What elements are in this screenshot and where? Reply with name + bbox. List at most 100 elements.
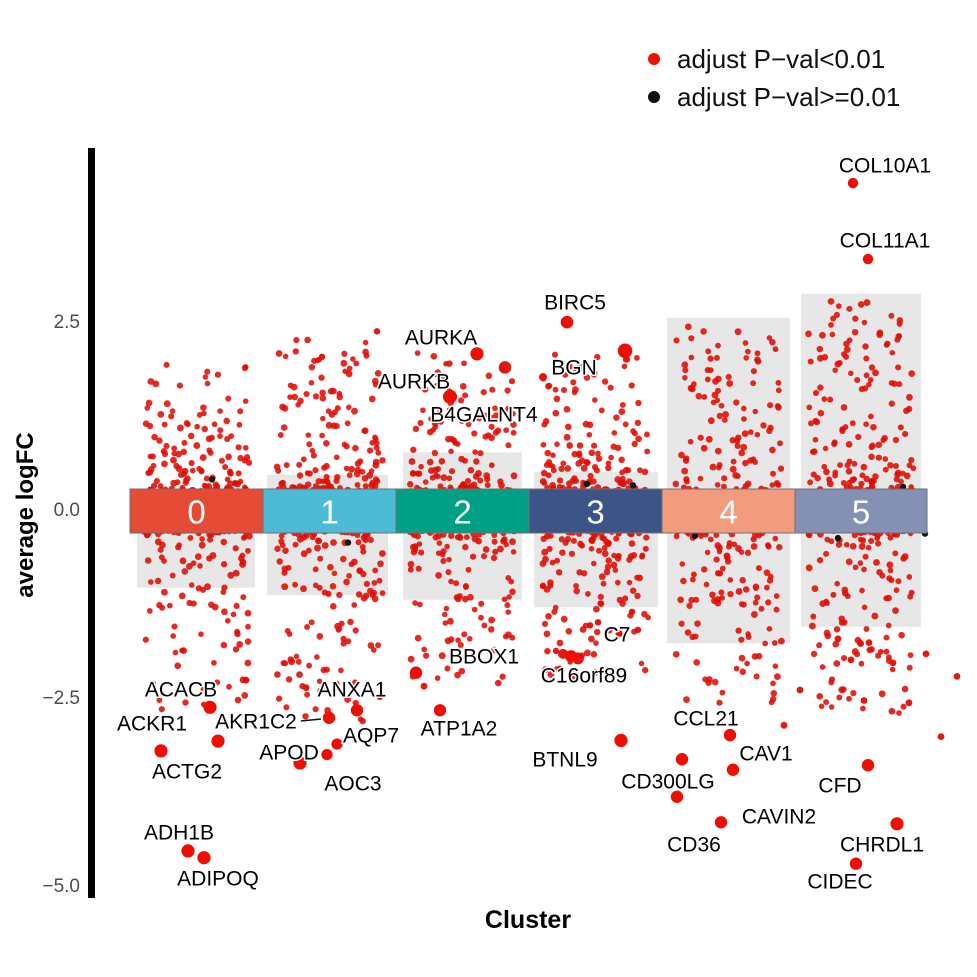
data-point xyxy=(508,378,516,385)
data-point xyxy=(593,467,600,474)
data-point xyxy=(285,676,293,683)
data-point xyxy=(181,439,188,446)
data-point xyxy=(178,592,186,600)
gene-label-COL11A1: COL11A1 xyxy=(840,230,931,253)
data-point xyxy=(544,449,551,457)
data-point xyxy=(446,360,453,367)
data-point xyxy=(593,640,599,646)
data-point xyxy=(555,569,563,576)
data-point xyxy=(491,532,498,539)
data-point xyxy=(597,593,604,601)
data-point xyxy=(872,473,879,480)
y-tick-neg5.0: −5.0 xyxy=(42,876,80,897)
gene-point-AOC3 xyxy=(321,749,333,761)
data-point xyxy=(346,365,353,372)
data-point xyxy=(244,609,252,617)
data-point xyxy=(905,405,913,413)
cluster-band-segment-3 xyxy=(528,488,663,534)
data-point xyxy=(766,427,773,434)
data-point xyxy=(144,557,152,564)
data-point xyxy=(373,328,381,335)
data-point xyxy=(554,557,561,564)
gene-label-CCL21: CCL21 xyxy=(673,708,738,731)
data-point xyxy=(360,548,367,555)
data-point xyxy=(830,315,837,322)
data-point xyxy=(407,655,415,663)
nonsignificant-point xyxy=(583,480,591,488)
data-point xyxy=(482,546,490,553)
data-point xyxy=(148,579,154,585)
data-point xyxy=(224,436,231,443)
data-point xyxy=(345,638,352,645)
data-point xyxy=(553,395,561,403)
data-point xyxy=(159,541,166,549)
gene-label-CD36: CD36 xyxy=(667,834,721,857)
data-point xyxy=(832,367,838,373)
data-point xyxy=(224,476,231,483)
data-point xyxy=(368,395,376,403)
data-point xyxy=(340,359,348,367)
data-point xyxy=(232,545,239,552)
gene-point-CAVIN2 xyxy=(714,816,728,829)
data-point xyxy=(160,588,168,596)
data-point xyxy=(346,472,353,479)
data-point xyxy=(480,553,488,560)
data-point xyxy=(304,624,311,630)
data-point xyxy=(569,673,576,680)
data-point xyxy=(183,477,189,483)
data-point xyxy=(171,623,178,630)
gene-point-ATP1A2 xyxy=(433,704,447,717)
data-point xyxy=(488,434,495,442)
data-point xyxy=(693,659,701,666)
data-point xyxy=(607,384,614,391)
data-point xyxy=(677,596,684,604)
data-point xyxy=(832,640,840,648)
data-point xyxy=(643,431,650,438)
data-point xyxy=(494,679,502,687)
data-point xyxy=(868,453,875,461)
data-point xyxy=(542,555,549,563)
data-point xyxy=(187,432,195,440)
data-point xyxy=(163,361,170,368)
data-point xyxy=(844,593,851,600)
data-point xyxy=(840,404,848,411)
data-point xyxy=(571,475,578,482)
data-point xyxy=(504,602,511,609)
data-point xyxy=(811,585,819,592)
data-point xyxy=(863,626,870,632)
data-point xyxy=(752,583,760,590)
data-point xyxy=(370,647,377,653)
data-point xyxy=(922,650,930,658)
data-point xyxy=(773,606,780,613)
data-point xyxy=(362,483,369,489)
cluster-band: 0 1 2 3 4 5 xyxy=(129,488,928,534)
data-point xyxy=(448,578,454,585)
data-point xyxy=(573,587,580,595)
data-point xyxy=(776,544,783,551)
data-point xyxy=(857,301,865,308)
data-point xyxy=(643,534,650,541)
data-point xyxy=(908,457,915,464)
data-point xyxy=(336,591,343,599)
data-point xyxy=(729,437,736,444)
data-point xyxy=(319,432,325,439)
data-point xyxy=(700,328,707,335)
data-point xyxy=(865,639,873,646)
data-point xyxy=(200,586,207,593)
data-point xyxy=(819,331,826,339)
data-point xyxy=(320,683,327,690)
data-point xyxy=(824,536,831,543)
nonsignificant-point xyxy=(208,476,216,483)
data-point xyxy=(151,482,158,489)
data-point xyxy=(241,692,249,699)
data-point xyxy=(828,322,834,328)
data-point xyxy=(642,666,649,674)
data-point xyxy=(560,386,568,394)
gene-point-CD36 xyxy=(670,790,684,803)
data-point xyxy=(282,353,289,360)
data-point xyxy=(242,445,249,451)
data-point xyxy=(571,386,579,394)
data-point xyxy=(217,433,223,439)
data-point xyxy=(543,630,551,638)
